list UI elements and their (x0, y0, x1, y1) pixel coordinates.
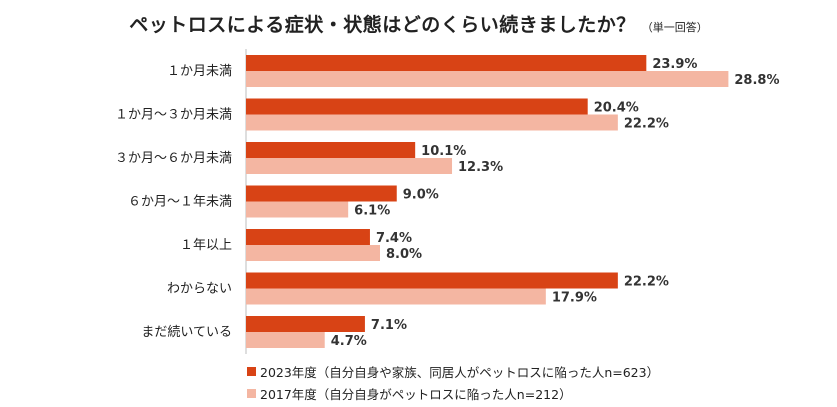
data-label-2023: 20.4% (594, 101, 639, 116)
data-label-2017: 6.1% (354, 204, 390, 219)
data-label-2017: 17.9% (552, 291, 597, 306)
data-label-2017: 22.2% (624, 117, 669, 132)
chart-title: ペットロスによる症状・状態はどのくらい続きましたか？ (129, 14, 636, 36)
category-label: わからない (167, 282, 232, 297)
bar-2017 (246, 288, 546, 305)
category-label: １か月未満 (167, 64, 232, 79)
data-label-2023: 22.2% (624, 275, 669, 290)
bar-2023 (246, 185, 397, 202)
data-label-2017: 28.8% (734, 73, 779, 88)
bar-2017 (246, 114, 618, 131)
bar-2023 (246, 229, 370, 245)
category-label: ３か月～６か月未満 (115, 151, 232, 166)
legend-label-2023: 2023年度（自分自身や家族、同居人がペットロスに陥った人n=623） (260, 365, 660, 380)
bar-2017 (246, 71, 729, 87)
bar-2023 (246, 316, 365, 332)
data-label-2023: 7.1% (371, 318, 407, 333)
legend-label-2017: 2017年度（自分自身がペットロスに陥った人n=212） (260, 387, 572, 402)
bar-2017 (246, 158, 453, 174)
category-label: １か月～３か月未満 (115, 108, 232, 123)
legend-swatch-2023 (247, 367, 256, 376)
legend-item-2023: 2023年度（自分自身や家族、同居人がペットロスに陥った人n=623） (247, 362, 659, 381)
data-label-2017: 8.0% (386, 247, 422, 262)
bar-2017 (246, 201, 349, 218)
data-label-2017: 4.7% (331, 334, 367, 349)
bar-2023 (246, 98, 588, 115)
bar-2023 (246, 272, 618, 289)
legend-item-2017: 2017年度（自分自身がペットロスに陥った人n=212） (247, 384, 572, 403)
category-label: １年以上 (180, 238, 232, 253)
data-label-2023: 23.9% (652, 57, 697, 72)
data-label-2023: 10.1% (421, 144, 466, 159)
category-label: まだ続いている (141, 325, 232, 340)
data-label-2023: 9.0% (403, 188, 439, 203)
bar-2017 (246, 245, 380, 261)
chart-subtitle: （単一回答） (641, 21, 708, 34)
category-label: ６か月～１年未満 (128, 195, 232, 210)
bar-2023 (246, 142, 416, 158)
data-label-2017: 12.3% (458, 160, 503, 175)
legend-swatch-2017 (247, 389, 256, 398)
chart-title-block: ペットロスによる症状・状態はどのくらい続きましたか？ （単一回答） (0, 10, 837, 37)
data-label-2023: 7.4% (376, 231, 412, 246)
bar-2017 (246, 332, 325, 348)
bar-2023 (246, 55, 647, 71)
